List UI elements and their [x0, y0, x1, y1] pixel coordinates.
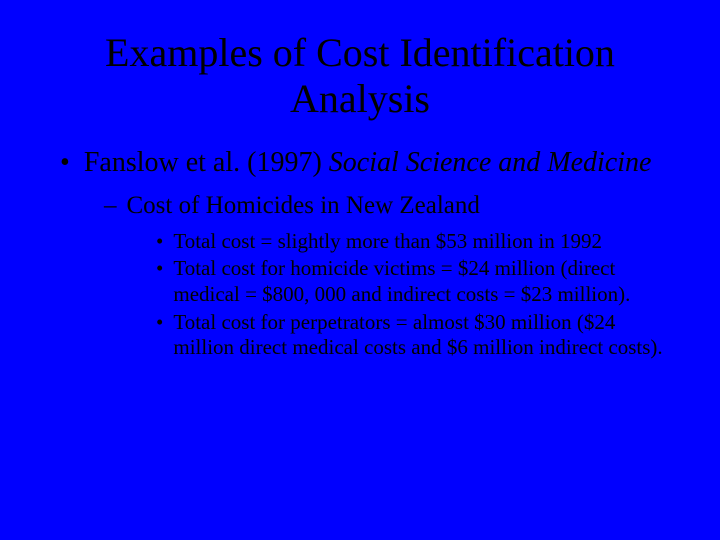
- bullet-text: Total cost for perpetrators = almost $30…: [173, 310, 680, 361]
- bullet-marker: •: [156, 310, 163, 361]
- dash-marker: –: [104, 190, 117, 221]
- slide-container: Examples of Cost Identification Analysis…: [0, 0, 720, 540]
- bullet-level1: • Fanslow et al. (1997) Social Science a…: [60, 146, 680, 180]
- slide-title: Examples of Cost Identification Analysis: [40, 30, 680, 122]
- bullet-text: Fanslow et al. (1997) Social Science and…: [84, 146, 680, 180]
- bullet-text: Total cost = slightly more than $53 mill…: [173, 229, 680, 255]
- bullet-marker: •: [156, 229, 163, 255]
- bullet-level2: – Cost of Homicides in New Zealand: [104, 190, 680, 221]
- citation-authors: Fanslow et al. (1997): [84, 147, 329, 178]
- bullet-marker: •: [60, 146, 70, 180]
- citation-journal: Social Science and Medicine: [329, 147, 652, 178]
- bullet-level3: • Total cost for perpetrators = almost $…: [156, 310, 680, 361]
- bullet-marker: •: [156, 256, 163, 307]
- bullet-text: Cost of Homicides in New Zealand: [127, 190, 681, 221]
- bullet-level3: • Total cost for homicide victims = $24 …: [156, 256, 680, 307]
- bullet-text: Total cost for homicide victims = $24 mi…: [173, 256, 680, 307]
- bullet-level3: • Total cost = slightly more than $53 mi…: [156, 229, 680, 255]
